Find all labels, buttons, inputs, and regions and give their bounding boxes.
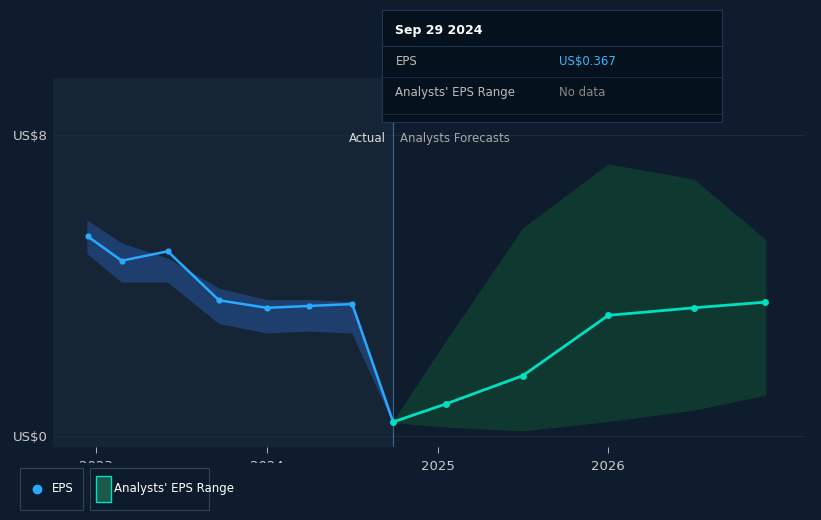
Point [687,304,700,312]
Text: No data: No data [559,86,605,99]
Point [260,304,273,312]
Text: EPS: EPS [52,483,73,495]
Bar [53,78,393,447]
Text: US$0.367: US$0.367 [559,55,616,68]
Point [516,371,530,380]
FancyBboxPatch shape [90,468,209,510]
Text: Analysts' EPS Range: Analysts' EPS Range [114,483,234,495]
Point [439,400,452,408]
Point [602,311,615,319]
Bar [96,476,111,502]
Text: EPS: EPS [396,55,417,68]
FancyBboxPatch shape [20,468,83,510]
Point [387,418,400,426]
Point [81,232,94,240]
Point [303,302,316,310]
Bar [393,78,805,447]
Point [213,296,226,304]
Text: Actual: Actual [349,132,387,145]
Text: Analysts Forecasts: Analysts Forecasts [400,132,510,145]
Point [759,298,772,306]
Point [346,300,359,308]
Text: Sep 29 2024: Sep 29 2024 [396,24,483,37]
Point [387,418,400,426]
Point [161,247,174,255]
Text: Analysts' EPS Range: Analysts' EPS Range [396,86,516,99]
Point [115,256,128,265]
